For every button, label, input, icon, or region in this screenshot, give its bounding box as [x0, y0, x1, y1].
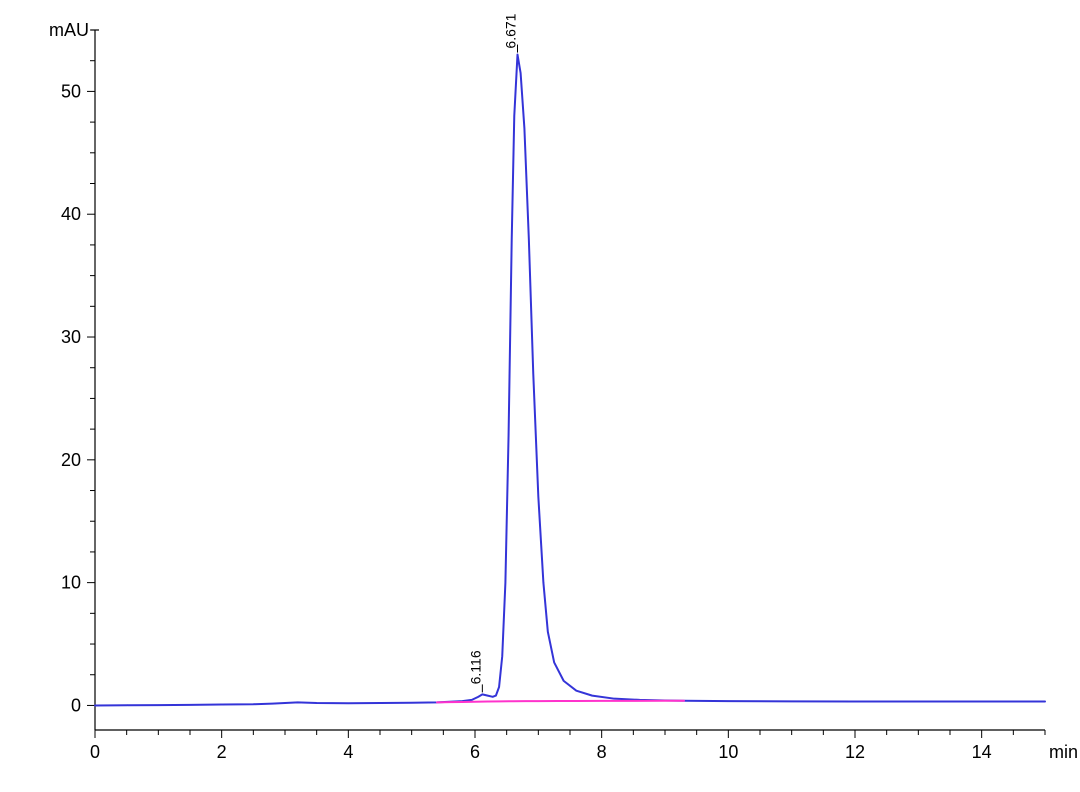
svg-text:0: 0: [71, 695, 81, 715]
svg-text:10: 10: [718, 742, 738, 762]
svg-text:mAU: mAU: [49, 20, 89, 40]
svg-text:50: 50: [61, 81, 81, 101]
svg-text:min: min: [1049, 742, 1078, 762]
svg-text:40: 40: [61, 204, 81, 224]
chromatogram-chart: 0 2 4 6 8 10 12 14 min 0 10 20 30 40 50 mAU 6.116 6.671: [0, 0, 1080, 792]
chart-svg: 0 2 4 6 8 10 12 14 min 0 10 20 30 40 50 mAU 6.116 6.671: [0, 0, 1080, 792]
svg-text:6.671: 6.671: [502, 13, 518, 48]
svg-text:20: 20: [61, 450, 81, 470]
svg-text:10: 10: [61, 573, 81, 593]
svg-text:8: 8: [597, 742, 607, 762]
svg-text:12: 12: [845, 742, 865, 762]
svg-text:2: 2: [217, 742, 227, 762]
svg-text:6: 6: [470, 742, 480, 762]
svg-text:30: 30: [61, 327, 81, 347]
svg-text:4: 4: [343, 742, 353, 762]
svg-text:6.116: 6.116: [467, 650, 483, 684]
svg-text:0: 0: [90, 742, 100, 762]
svg-text:14: 14: [972, 742, 992, 762]
